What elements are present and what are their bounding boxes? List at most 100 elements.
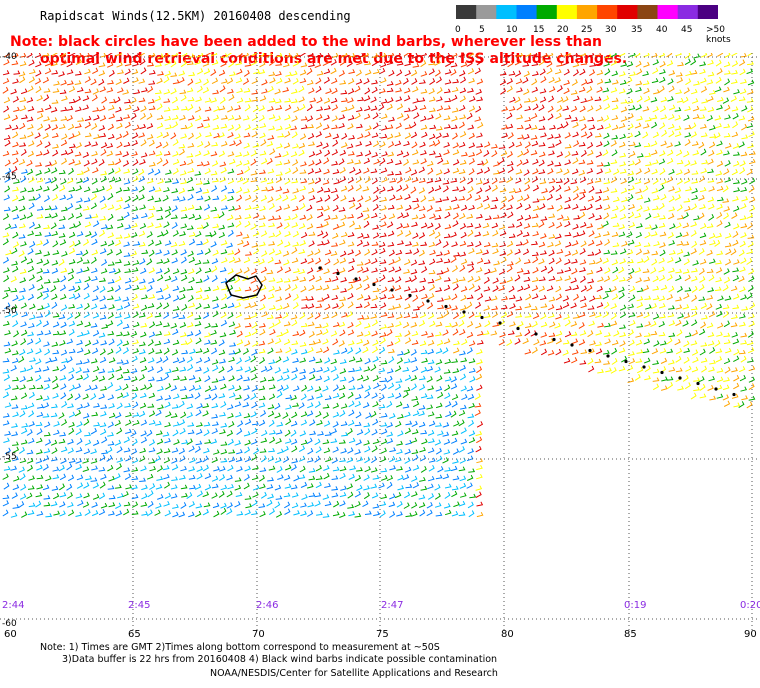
wind-barb xyxy=(180,223,188,229)
wind-barb xyxy=(227,168,235,174)
wind-barb xyxy=(418,405,426,410)
wind-barb xyxy=(178,187,186,194)
wind-barb xyxy=(291,502,299,509)
wind-barb xyxy=(626,88,633,95)
wind-barb xyxy=(452,458,459,464)
wind-barb xyxy=(74,278,82,284)
wind-barb xyxy=(682,241,690,246)
wind-barb xyxy=(604,238,611,246)
wind-barb xyxy=(258,395,266,401)
wind-barb xyxy=(140,304,148,311)
wind-barb xyxy=(483,276,490,284)
wind-barb xyxy=(275,230,282,238)
wind-barb xyxy=(667,157,674,165)
wind-barb xyxy=(35,185,43,192)
wind-barb xyxy=(396,150,404,156)
wind-barb xyxy=(116,61,123,68)
wind-barb xyxy=(573,69,579,77)
wind-barb xyxy=(404,95,411,102)
wind-barb xyxy=(349,465,357,471)
wind-barb xyxy=(467,448,474,455)
wind-barb xyxy=(643,206,650,212)
wind-barb xyxy=(180,269,188,275)
wind-barb xyxy=(155,484,163,490)
wind-barb xyxy=(298,223,306,230)
wind-barb xyxy=(338,340,345,347)
wind-barb xyxy=(171,249,178,256)
wind-barb xyxy=(522,239,529,246)
wind-barb xyxy=(282,87,290,93)
wind-barb xyxy=(466,331,474,338)
wind-barb xyxy=(165,124,172,130)
wind-barb xyxy=(546,60,553,68)
wind-barb xyxy=(524,106,532,112)
wind-barb xyxy=(178,196,186,202)
wind-barb xyxy=(156,157,163,165)
wind-barb xyxy=(363,167,370,174)
wind-barb xyxy=(74,409,82,417)
wind-barb xyxy=(58,412,65,419)
wind-barb xyxy=(330,438,338,444)
wind-barb xyxy=(236,511,244,516)
wind-barb xyxy=(731,106,739,112)
wind-barb xyxy=(618,286,625,293)
wind-barb xyxy=(26,457,34,464)
wind-barb xyxy=(748,320,755,327)
wind-barb xyxy=(19,134,27,139)
wind-barb xyxy=(643,61,650,68)
wind-barb xyxy=(300,116,308,121)
wind-barb xyxy=(396,448,403,455)
wind-barb xyxy=(452,368,460,374)
wind-barb xyxy=(252,195,259,203)
wind-barb xyxy=(331,149,338,156)
wind-barb xyxy=(300,62,308,68)
wind-barb xyxy=(20,392,28,400)
wind-barb xyxy=(595,195,602,203)
wind-barb xyxy=(290,438,298,445)
wind-barb xyxy=(20,439,28,445)
wind-barb xyxy=(411,383,417,391)
wind-barb xyxy=(260,230,268,237)
wind-barb xyxy=(163,150,171,156)
wind-barb xyxy=(178,447,186,455)
wind-barb xyxy=(676,159,684,165)
contamination-circle xyxy=(336,271,340,276)
wind-barb xyxy=(540,313,547,320)
wind-barb xyxy=(524,184,531,192)
wind-barb xyxy=(331,115,338,122)
wind-barb xyxy=(514,96,521,104)
wind-barb xyxy=(716,160,724,167)
wind-barb xyxy=(187,364,194,372)
wind-barb xyxy=(74,383,81,390)
wind-barb xyxy=(698,284,705,292)
wind-barb xyxy=(548,185,555,193)
contamination-circle xyxy=(426,299,430,303)
wind-barb xyxy=(444,224,452,230)
wind-barb xyxy=(19,205,26,212)
wind-barb xyxy=(355,184,362,192)
wind-barb xyxy=(651,149,658,156)
wind-barb xyxy=(636,205,643,212)
wind-barb xyxy=(404,61,412,67)
wind-barb xyxy=(140,152,148,158)
wind-barb xyxy=(636,296,644,302)
wind-barb xyxy=(683,313,691,319)
wind-barb xyxy=(21,422,29,428)
wind-barb xyxy=(603,360,611,365)
colorbar-swatch xyxy=(576,5,598,19)
wind-barb xyxy=(610,53,617,58)
wind-barb xyxy=(244,214,252,220)
wind-barb xyxy=(90,231,98,238)
wind-barb xyxy=(108,113,116,120)
wind-barb xyxy=(19,410,26,418)
wind-barb xyxy=(82,259,90,264)
wind-barb xyxy=(221,293,228,301)
wind-barb xyxy=(204,168,211,175)
wind-barb xyxy=(602,95,610,102)
wind-barb xyxy=(107,421,114,428)
wind-barb xyxy=(413,248,420,255)
wind-barb xyxy=(44,68,52,75)
wind-barb xyxy=(92,167,99,174)
wind-barb xyxy=(579,116,586,122)
